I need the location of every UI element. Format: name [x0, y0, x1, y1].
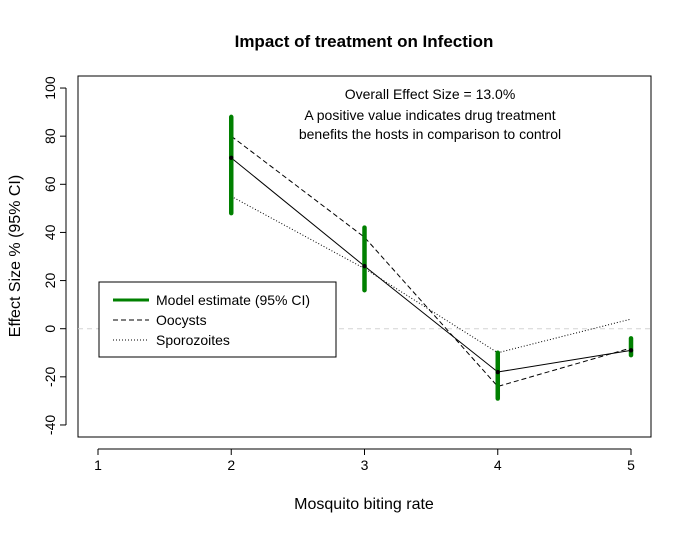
x-axis: 1 2 3 4 5 — [94, 448, 635, 473]
y-tick-label: 60 — [42, 176, 58, 192]
ci-bars — [228, 114, 634, 401]
annotation: Overall Effect Size = 13.0% A positive v… — [299, 86, 561, 142]
x-tick-label: 2 — [227, 457, 235, 473]
points — [229, 155, 634, 375]
model-estimate-line — [230, 157, 632, 373]
annotation-line-2: A positive value indicates drug treatmen… — [304, 107, 555, 123]
oocysts-line — [230, 135, 632, 388]
x-tick-label: 3 — [361, 457, 369, 473]
estimate-point — [362, 263, 367, 269]
legend: Model estimate (95% CI) Oocysts Sporozoi… — [98, 281, 337, 358]
y-tick-label: 20 — [42, 273, 58, 289]
sporozoites-line — [231, 195, 632, 354]
x-tick-label: 4 — [494, 457, 502, 473]
y-tick-label: -20 — [42, 367, 58, 387]
x-tick-label: 5 — [627, 457, 635, 473]
legend-label-oocysts: Oocysts — [156, 312, 207, 328]
estimate-point — [628, 348, 634, 353]
estimate-point — [229, 155, 234, 161]
legend-label-model: Model estimate (95% CI) — [156, 292, 310, 308]
estimate-point — [495, 369, 500, 375]
annotation-line-3: benefits the hosts in comparison to cont… — [299, 126, 561, 142]
legend-label-sporozoites: Sporozoites — [156, 332, 230, 348]
annotation-line-1: Overall Effect Size = 13.0% — [345, 86, 516, 102]
series-lines — [230, 135, 632, 388]
y-axis-label: Effect Size % (95% CI) — [7, 175, 24, 337]
chart-title: Impact of treatment on Infection — [235, 32, 494, 51]
y-tick-label: 80 — [42, 128, 58, 144]
y-tick-label: -40 — [42, 415, 58, 435]
y-tick-label: 40 — [42, 224, 58, 240]
plot-frame — [77, 75, 652, 438]
x-tick-label: 1 — [94, 457, 102, 473]
y-axis: -40 -20 0 20 40 60 80 100 — [42, 76, 67, 435]
x-axis-label: Mosquito biting rate — [294, 496, 434, 513]
y-tick-label: 0 — [42, 325, 58, 333]
y-tick-label: 100 — [42, 76, 58, 100]
